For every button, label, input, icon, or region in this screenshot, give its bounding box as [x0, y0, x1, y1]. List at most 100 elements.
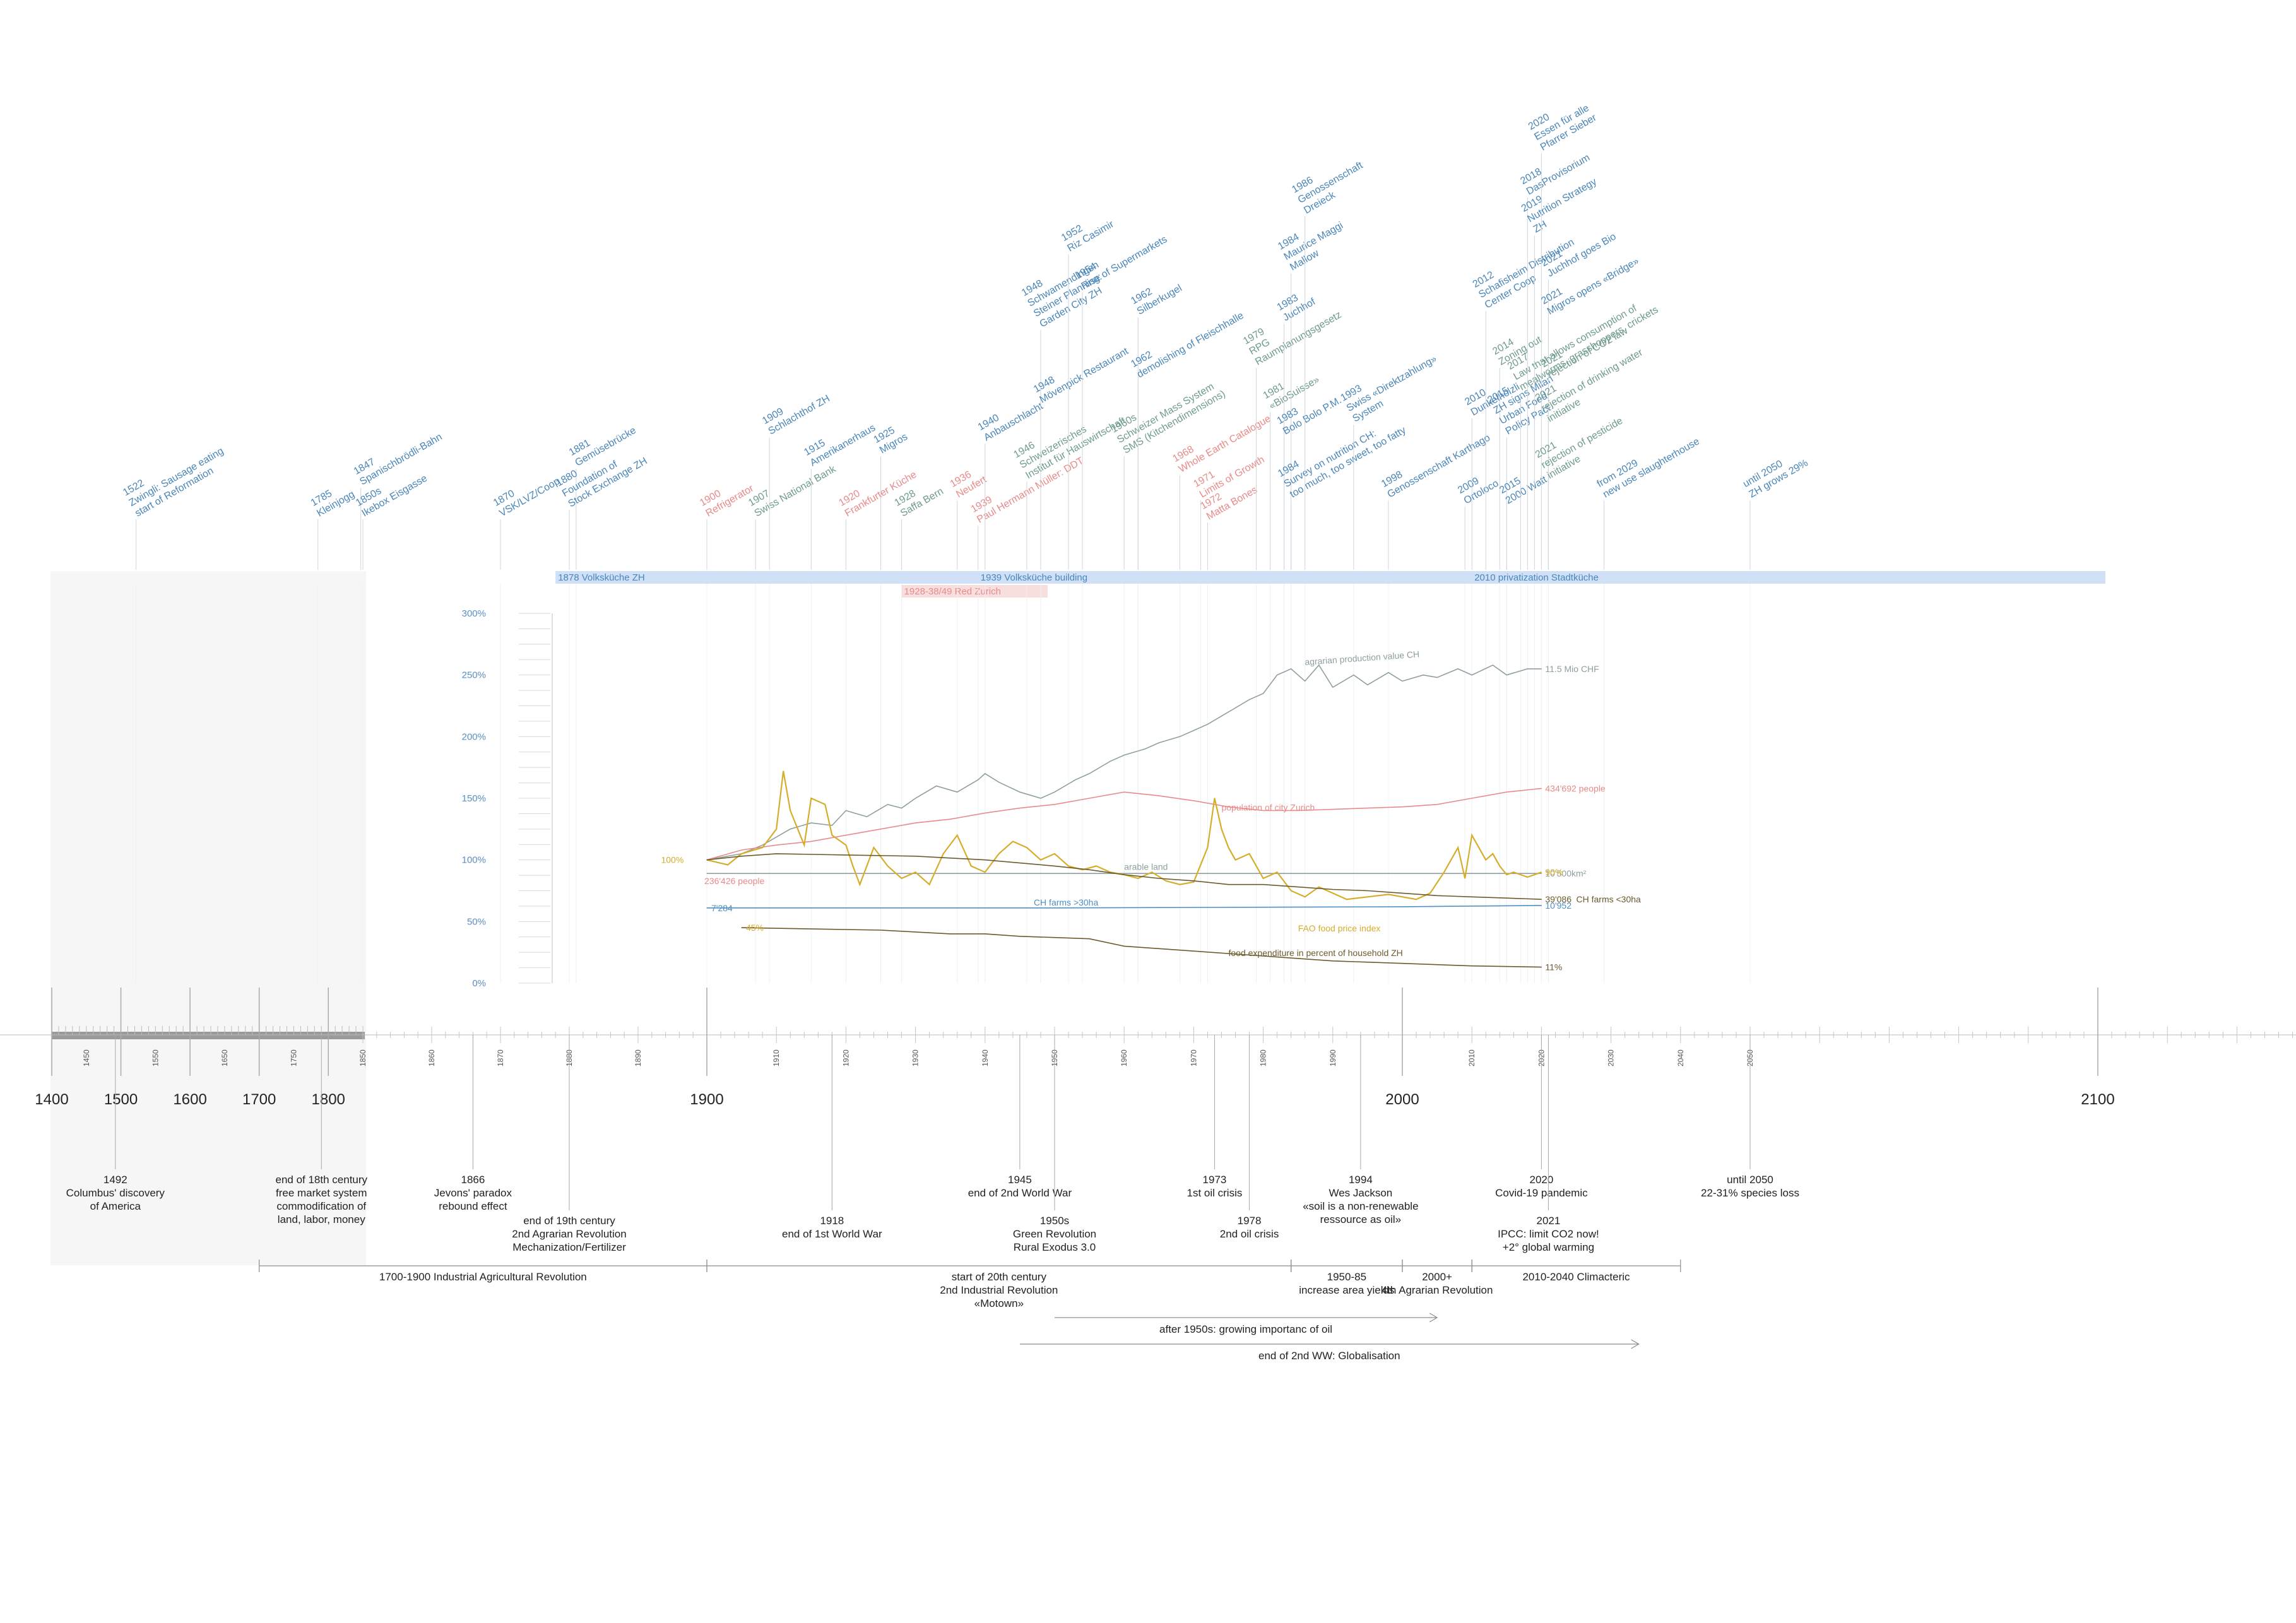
milestone-label-line: 1866: [461, 1174, 485, 1186]
data-point: [887, 804, 889, 805]
axis-minor-label: 1910: [772, 1049, 781, 1066]
y-tick-label: 100%: [462, 855, 486, 866]
series-name-label: FAO food price index: [1298, 923, 1381, 933]
arrow-label: end of 2nd WW: Globalisation: [1258, 1350, 1400, 1362]
axis-major-label: 1500: [104, 1091, 138, 1108]
period-label-line: 1950-85: [1327, 1271, 1366, 1283]
period-label-line: start of 20th century: [952, 1271, 1047, 1283]
milestone-label-line: 1918: [820, 1215, 844, 1227]
arrow-head: [1429, 1313, 1438, 1323]
milestone-label-line: Wes Jackson: [1328, 1187, 1392, 1199]
data-point: [1207, 847, 1209, 848]
band-red-zurich: [901, 585, 1048, 598]
data-point: [1541, 788, 1542, 789]
data-point: [1332, 687, 1334, 688]
axis-major-label: 1800: [312, 1091, 345, 1108]
axis-major-label: 2100: [2081, 1091, 2114, 1108]
data-point: [1527, 668, 1528, 670]
data-point: [1541, 905, 1542, 906]
milestone-label-line: rebound effect: [439, 1200, 507, 1212]
axis-minor-label: 1920: [841, 1049, 850, 1066]
data-point: [1541, 871, 1542, 873]
series-end-label: 10'952: [1545, 900, 1571, 911]
data-point: [1248, 699, 1250, 700]
data-point: [1429, 892, 1431, 894]
milestone-label-line: Rural Exodus 3.0: [1014, 1241, 1096, 1253]
milestone-label-line: 1973: [1203, 1174, 1227, 1186]
milestone-label-line: Jevons' paradox: [434, 1187, 512, 1199]
axis-minor-label: 1890: [634, 1049, 642, 1066]
milestone-label-line: commodification of: [276, 1200, 366, 1212]
data-point: [790, 810, 791, 812]
data-point: [1193, 950, 1194, 952]
axis-major-label: 1400: [35, 1091, 68, 1108]
data-point: [1346, 899, 1347, 900]
axis-minor-label: 1960: [1120, 1049, 1128, 1066]
series-end-label: 90%: [1545, 867, 1563, 877]
data-point: [1367, 890, 1368, 892]
data-point: [1541, 873, 1542, 874]
milestone-label-line: end of 1st World War: [782, 1228, 882, 1240]
axis-minor-label: 1980: [1259, 1049, 1268, 1066]
axis-minor-label: 2040: [1676, 1049, 1685, 1066]
data-point: [1506, 791, 1507, 793]
compressed-axis-bar: [52, 1032, 365, 1039]
data-point: [1089, 938, 1090, 940]
y-tick-label: 250%: [462, 670, 486, 681]
period-brackets: 1700-1900 Industrial Agricultural Revolu…: [259, 1260, 1681, 1362]
y-tick-label: 300%: [462, 608, 486, 619]
data-point: [1110, 760, 1111, 762]
axis-minor-label: 1650: [220, 1049, 229, 1066]
series-name-label: population of city Zurich: [1221, 803, 1315, 813]
data-point: [1332, 888, 1334, 890]
milestone-label-line: 1945: [1008, 1174, 1032, 1186]
data-point: [1123, 791, 1125, 793]
milestone-label-line: 1994: [1349, 1174, 1373, 1186]
data-point: [929, 884, 930, 885]
axis-minor-label: 2030: [1607, 1049, 1616, 1066]
series-end-label: 10'500km²: [1545, 868, 1586, 878]
data-point: [1248, 853, 1250, 854]
axis-minor-label: 1970: [1189, 1049, 1198, 1066]
milestone-label-line: 22-31% species loss: [1701, 1187, 1799, 1199]
band-label: 1928-38/49 Red Zurich: [904, 586, 1001, 597]
data-point: [762, 847, 763, 848]
axis-minor-label: 1450: [82, 1049, 91, 1066]
y-tick-label: 50%: [467, 916, 486, 927]
data-point: [1193, 729, 1194, 731]
data-point: [998, 853, 1000, 854]
milestone-label-line: end of 2nd World War: [968, 1187, 1072, 1199]
data-point: [810, 822, 812, 823]
data-point: [1012, 841, 1014, 842]
data-point: [1040, 859, 1041, 861]
axis-minor-label: 1550: [151, 1049, 160, 1066]
data-point: [810, 928, 812, 930]
arrow-head: [1631, 1339, 1640, 1349]
data-point: [1318, 664, 1320, 666]
data-point: [1054, 853, 1055, 854]
band-label: 1939 Volksküche building: [981, 572, 1087, 583]
data-point: [1054, 937, 1055, 938]
axis-minor-label: 1850: [358, 1049, 367, 1066]
period-label-line: 2nd Industrial Revolution: [940, 1284, 1058, 1296]
data-point: [1054, 907, 1055, 909]
band-label: 2010 privatization Stadtküche: [1474, 572, 1599, 583]
band-label: 1878 Volksküche ZH: [558, 572, 645, 583]
axis-major-label: 2000: [1385, 1091, 1419, 1108]
data-point: [1228, 806, 1229, 808]
data-point: [1193, 800, 1194, 801]
y-tick-label: 200%: [462, 731, 486, 742]
index-line-chart: 300% 250% 200% 150% 100% 50% 0% 11.5 Mio CHF 434…: [136, 584, 1751, 989]
axis-minor-label: 1750: [289, 1049, 298, 1066]
milestone-label-line: 1492: [104, 1174, 127, 1186]
milestone-label-line: +2° global warming: [1503, 1241, 1594, 1253]
institution-bands: 1878 Volksküche ZH 1939 Volksküche buildi…: [555, 571, 2106, 598]
axis-minor-label: 1990: [1328, 1049, 1337, 1066]
milestone-label-line: «soil is a non-renewable: [1303, 1200, 1418, 1212]
period-label-line: 2000+: [1422, 1271, 1452, 1283]
data-point: [1436, 895, 1438, 896]
milestone-label-line: free market system: [276, 1187, 367, 1199]
data-point: [943, 853, 944, 854]
data-point: [1527, 876, 1528, 878]
